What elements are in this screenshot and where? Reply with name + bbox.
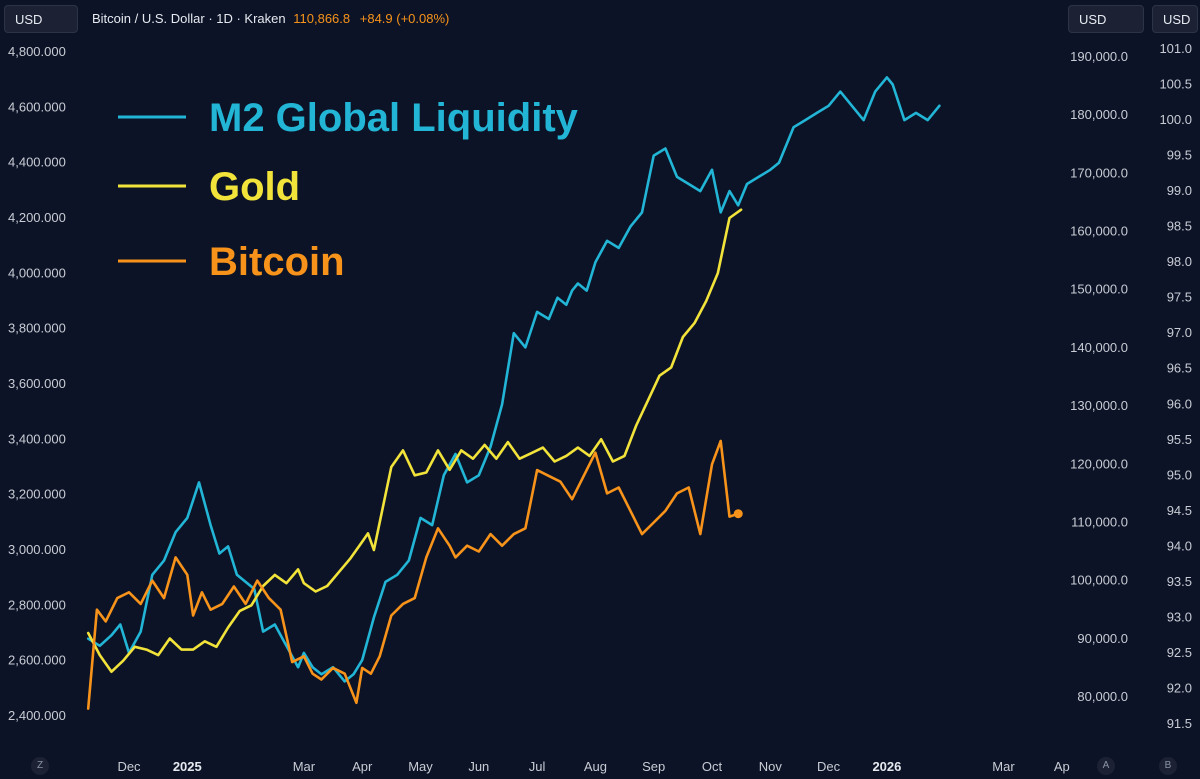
bitcoin-axis-tick: 90,000.0 <box>1077 631 1128 646</box>
time-axis-tick: May <box>408 759 433 774</box>
bitcoin-axis-tick: 140,000.0 <box>1070 340 1128 355</box>
price-change: +84.9 (+0.08%) <box>359 11 450 26</box>
bitcoin-line[interactable] <box>86 439 740 710</box>
gold-price-axis[interactable]: 4,800.000 4,600.000 4,400.000 4,200.000 4,00… <box>8 44 66 723</box>
gold-axis-tick: 3,000.000 <box>8 542 66 557</box>
bitcoin-price-axis[interactable]: 190,000.0 180,000.0 170,000.0 160,000.0 150,… <box>1070 49 1128 704</box>
time-axis[interactable]: Dec 2025 Mar Apr May Jun Jul Aug Sep Oct Nov Dec 202… <box>117 759 1069 774</box>
m2-axis-tick: 95.0 <box>1167 467 1192 482</box>
time-axis-tick: Jun <box>468 759 489 774</box>
time-axis-tick: Aug <box>584 759 607 774</box>
time-axis-tick: Mar <box>992 759 1015 774</box>
gold-axis-tick: 3,800.000 <box>8 321 66 336</box>
bitcoin-axis-tick: 180,000.0 <box>1070 107 1128 122</box>
m2-axis-tick: 91.5 <box>1167 716 1192 731</box>
bitcoin-axis-tick: 130,000.0 <box>1070 398 1128 413</box>
time-axis-tick: Ap <box>1054 759 1070 774</box>
m2-axis-tick: 98.0 <box>1167 254 1192 269</box>
gold-axis-tick: 4,600.000 <box>8 99 66 114</box>
top-bar: USD Bitcoin / U.S. Dollar · 1D · Kraken … <box>0 0 1200 38</box>
bitcoin-axis-tick: 190,000.0 <box>1070 49 1128 64</box>
auto-scale-button[interactable]: A <box>1097 757 1115 775</box>
gold-axis-tick: 4,200.000 <box>8 210 66 225</box>
left-axis-zoom-button[interactable]: Z <box>31 757 49 775</box>
m2-axis-tick: 92.0 <box>1167 680 1192 695</box>
gold-axis-tick: 4,000.000 <box>8 265 66 280</box>
m2-axis-tick: 100.5 <box>1159 77 1192 92</box>
m2-axis-tick: 97.5 <box>1167 290 1192 305</box>
time-axis-tick: 2025 <box>173 759 202 774</box>
right-unit-selector-1[interactable]: USD <box>1068 5 1144 33</box>
time-axis-tick: Jul <box>529 759 546 774</box>
time-axis-tick: Oct <box>702 759 723 774</box>
bitcoin-axis-tick: 160,000.0 <box>1070 224 1128 239</box>
m2-axis-tick: 101.0 <box>1159 41 1192 56</box>
time-axis-tick: Sep <box>642 759 665 774</box>
symbol-info: Bitcoin / U.S. Dollar · 1D · Kraken 110,… <box>92 11 449 26</box>
m2-axis-tick: 93.0 <box>1167 609 1192 624</box>
gold-axis-tick: 2,400.000 <box>8 708 66 723</box>
m2-axis-tick: 97.0 <box>1167 325 1192 340</box>
m2-liquidity-axis[interactable]: 101.0 100.5 100.0 99.5 99.0 98.5 98.0 97.5 97.0 9… <box>1159 41 1192 731</box>
gold-axis-tick: 3,400.000 <box>8 431 66 446</box>
m2-axis-tick: 92.5 <box>1167 645 1192 660</box>
m2-axis-tick: 94.0 <box>1167 538 1192 553</box>
bitcoin-axis-tick: 120,000.0 <box>1070 456 1128 471</box>
time-axis-tick: Nov <box>759 759 783 774</box>
gold-axis-tick: 4,400.000 <box>8 155 66 170</box>
m2-axis-tick: 93.5 <box>1167 574 1192 589</box>
bitcoin-last-point[interactable] <box>733 509 743 519</box>
legend-label-gold: Gold <box>209 165 300 209</box>
m2-axis-tick: 100.0 <box>1159 112 1192 127</box>
gold-axis-tick: 2,600.000 <box>8 653 66 668</box>
gold-axis-tick: 3,200.000 <box>8 487 66 502</box>
m2-axis-tick: 96.0 <box>1167 396 1192 411</box>
m2-axis-tick: 99.0 <box>1167 183 1192 198</box>
time-axis-tick: Mar <box>293 759 316 774</box>
gold-axis-tick: 4,800.000 <box>8 44 66 59</box>
legend-label-m2-global-liquidity: M2 Global Liquidity <box>209 96 579 140</box>
m2-axis-tick: 99.5 <box>1167 148 1192 163</box>
bitcoin-axis-tick: 100,000.0 <box>1070 573 1128 588</box>
gold-line[interactable] <box>86 208 743 674</box>
time-axis-tick: Dec <box>117 759 141 774</box>
m2-axis-tick: 96.5 <box>1167 361 1192 376</box>
left-unit-selector[interactable]: USD <box>4 5 78 33</box>
gold-axis-tick: 2,800.000 <box>8 597 66 612</box>
time-axis-tick: Apr <box>352 759 373 774</box>
legend: M2 Global Liquidity Gold Bitcoin <box>118 96 579 284</box>
time-axis-tick: Dec <box>817 759 841 774</box>
m2-global-liquidity-line[interactable] <box>86 76 941 683</box>
m2-axis-tick: 98.5 <box>1167 219 1192 234</box>
bitcoin-axis-tick: 150,000.0 <box>1070 282 1128 297</box>
right-unit-selector-2[interactable]: USD <box>1152 5 1198 33</box>
m2-axis-tick: 95.5 <box>1167 432 1192 447</box>
m2-axis-tick: 94.5 <box>1167 503 1192 518</box>
time-axis-tick: 2026 <box>872 759 901 774</box>
legend-label-bitcoin: Bitcoin <box>209 240 345 284</box>
last-price: 110,866.8 <box>293 11 351 26</box>
bitcoin-axis-tick: 80,000.0 <box>1077 689 1128 704</box>
bitcoin-axis-tick: 110,000.0 <box>1071 514 1128 529</box>
gold-axis-tick: 3,600.000 <box>8 376 66 391</box>
series-layer <box>86 76 941 710</box>
symbol-text: Bitcoin / U.S. Dollar · 1D · Kraken <box>92 11 286 26</box>
right-axis-button[interactable]: B <box>1159 757 1177 775</box>
bitcoin-axis-tick: 170,000.0 <box>1070 165 1128 180</box>
